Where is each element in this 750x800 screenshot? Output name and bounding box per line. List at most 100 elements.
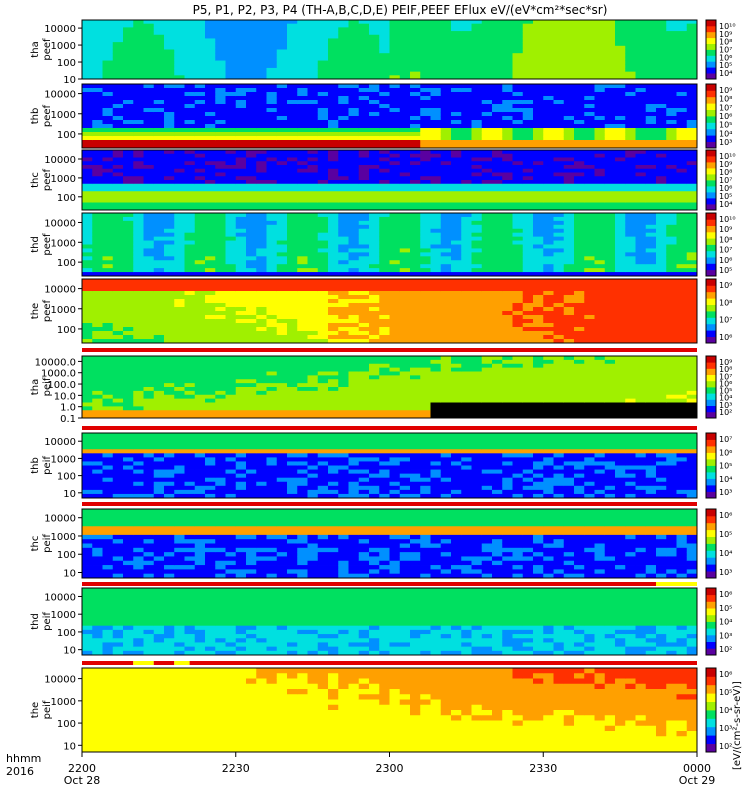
spectrogram-cell (328, 176, 339, 181)
spectrogram-cell (389, 279, 401, 284)
colorbar-segment (706, 190, 716, 193)
spectrogram-cell (492, 45, 503, 50)
spectrogram-cell (297, 291, 308, 296)
spectrogram-cell (112, 112, 124, 117)
spectrogram-cell (635, 323, 647, 328)
spectrogram-cell (553, 88, 565, 93)
spectrogram-cell (82, 248, 93, 253)
spectrogram-cell (635, 64, 647, 69)
spectrogram-cell (471, 195, 483, 200)
spectrogram-cell (584, 220, 595, 226)
spectrogram-cell (635, 132, 647, 137)
spectrogram-cell (194, 327, 206, 332)
spectrogram-cell (399, 140, 411, 145)
spectrogram-cell (153, 116, 165, 121)
spectrogram-cell (215, 240, 226, 245)
spectrogram-cell (389, 224, 401, 230)
spectrogram-cell (522, 34, 534, 39)
spectrogram-cell (399, 38, 411, 43)
spectrogram-cell (481, 31, 493, 36)
spectrogram-cell (112, 268, 124, 273)
spectrogram-cell (112, 88, 124, 93)
spectrogram-cell (543, 191, 554, 196)
spectrogram-cell (461, 104, 472, 109)
spectrogram-cell (461, 264, 472, 269)
spectrogram-cell (369, 202, 380, 207)
spectrogram-cell (164, 96, 175, 101)
spectrogram-cell (563, 100, 575, 105)
colorbar-segment (706, 43, 716, 46)
spectrogram-cell (635, 195, 647, 200)
spectrogram-cell (645, 23, 657, 28)
spectrogram-cell (287, 27, 298, 32)
spectrogram-cell (153, 88, 165, 93)
spectrogram-cell (102, 45, 114, 50)
spectrogram-cell (533, 187, 544, 192)
spectrogram-cell (112, 104, 124, 109)
spectrogram-cell (246, 206, 257, 211)
spectrogram-cell (471, 136, 483, 141)
spectrogram-cell (461, 319, 472, 324)
spectrogram-cell (338, 240, 349, 245)
spectrogram-cell (184, 27, 196, 32)
spectrogram-cell (625, 248, 636, 253)
spectrogram-cell (153, 213, 165, 218)
spectrogram-cell (358, 92, 370, 97)
spectrogram-cell (215, 315, 226, 320)
spectrogram-cell (625, 132, 636, 137)
spectrogram-cell (471, 56, 483, 61)
spectrogram-cell (143, 183, 155, 188)
spectrogram-cell (297, 161, 308, 166)
spectrogram-cell (205, 45, 216, 50)
spectrogram-cell (522, 176, 534, 181)
spectrogram-cell (389, 299, 401, 304)
spectrogram-cell (625, 96, 636, 101)
spectrogram-cell (410, 168, 421, 173)
spectrogram-cell (471, 202, 483, 207)
spectrogram-cell (574, 260, 585, 265)
spectrogram-cell (615, 161, 626, 166)
spectrogram-cell (625, 31, 636, 36)
spectrogram-cell (317, 248, 329, 253)
spectrogram-cell (686, 244, 698, 249)
spectrogram-cell (358, 224, 370, 230)
spectrogram-cell (307, 264, 319, 269)
spectrogram-cell (297, 56, 308, 61)
spectrogram-cell (676, 45, 688, 50)
spectrogram-cell (389, 27, 401, 32)
spectrogram-cell (676, 56, 688, 61)
spectrogram-cell (615, 279, 626, 284)
spectrogram-cell (123, 319, 134, 324)
spectrogram-cell (471, 116, 483, 121)
spectrogram-cell (440, 42, 452, 47)
colorbar-tick-label: 10⁴ (719, 200, 732, 209)
spectrogram-cell (348, 183, 360, 188)
spectrogram-cell (225, 71, 237, 76)
spectrogram-cell (512, 128, 524, 133)
spectrogram-cell (666, 104, 677, 109)
spectrogram-cell (358, 49, 370, 54)
spectrogram-cell (410, 287, 421, 292)
spectrogram-cell (143, 248, 155, 253)
spectrogram-cell (112, 120, 124, 125)
spectrogram-cell (82, 153, 93, 158)
spectrogram-cell (492, 260, 503, 265)
spectrogram-cell (451, 331, 462, 336)
spectrogram-cell (256, 140, 267, 145)
spectrogram-cell (194, 112, 206, 117)
spectrogram-cell (102, 75, 114, 80)
spectrogram-cell (215, 104, 226, 109)
spectrogram-cell (92, 120, 103, 125)
spectrogram-cell (420, 168, 431, 173)
spectrogram-cell (235, 287, 247, 292)
spectrogram-cell (92, 150, 103, 155)
spectrogram-cell (574, 84, 585, 89)
spectrogram-cell (492, 168, 503, 173)
spectrogram-cell (563, 140, 575, 145)
spectrogram-cell (430, 283, 442, 288)
spectrogram-cell (184, 339, 196, 344)
spectrogram-cell (399, 319, 411, 324)
spectrogram-cell (205, 202, 216, 207)
spectrogram-cell (133, 232, 144, 238)
spectrogram-cell (574, 112, 585, 117)
